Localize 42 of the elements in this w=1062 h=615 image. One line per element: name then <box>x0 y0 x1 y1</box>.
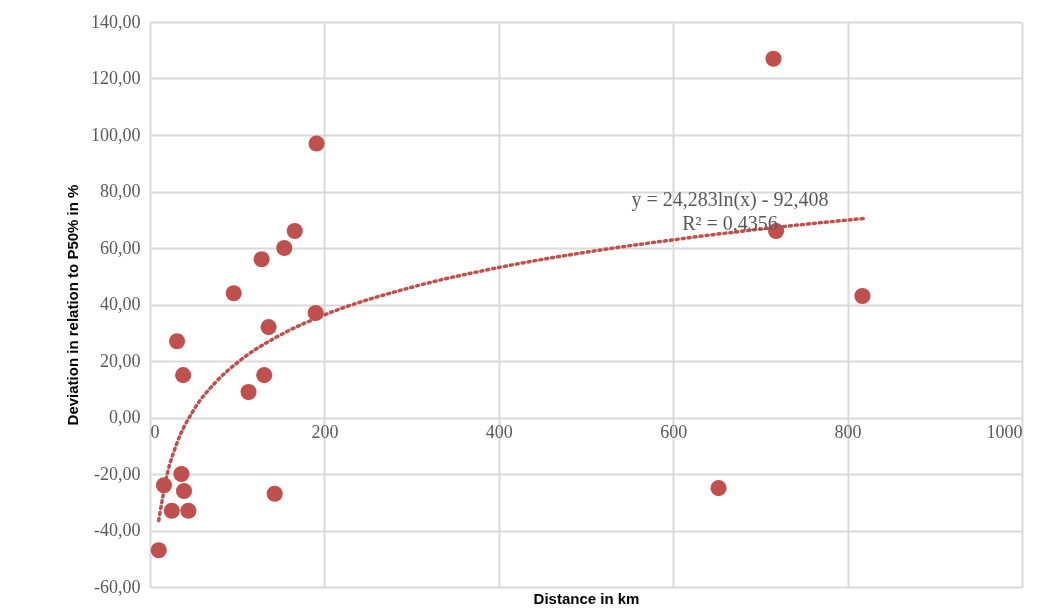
point <box>240 384 257 401</box>
point <box>308 135 325 152</box>
point <box>854 287 871 305</box>
point <box>276 239 293 257</box>
point <box>253 251 270 268</box>
y-tick-label: 60,00 <box>100 237 141 258</box>
point <box>256 367 273 384</box>
x-tick-label: 400 <box>485 422 513 442</box>
annotation: R² = 0,4356 <box>682 212 778 234</box>
point <box>173 465 190 483</box>
y-tick-label: -20,00 <box>94 463 141 484</box>
x-axis-title: Distance in km <box>533 589 640 607</box>
point <box>175 367 192 384</box>
y-tick-label: -60,00 <box>94 576 141 597</box>
point <box>163 502 180 519</box>
y-tick-label: 20,00 <box>100 350 141 371</box>
x-tick-label: 800 <box>834 422 862 442</box>
y-tick-label: 40,00 <box>100 294 141 314</box>
point <box>710 480 727 497</box>
point <box>307 304 324 322</box>
y-axis-title: Deviation in relation to P50% in % <box>64 184 81 426</box>
point <box>168 333 186 350</box>
point <box>175 482 193 499</box>
x-tick-label: 0 <box>150 422 160 442</box>
point <box>225 285 242 302</box>
y-tick-label: 100,00 <box>91 124 141 145</box>
y-tick-label: 80,00 <box>100 181 141 201</box>
point <box>180 502 197 519</box>
point <box>286 223 303 240</box>
point <box>155 477 173 494</box>
x-tick-label: 200 <box>311 422 339 442</box>
x-tick-label: 600 <box>660 422 688 442</box>
y-tick-label: 120,00 <box>91 68 141 88</box>
y-tick-label: -40,00 <box>94 520 141 540</box>
x-tick-label: 1000 <box>986 422 1023 442</box>
annotation: y = 24,283ln(x) - 92,408 <box>631 188 829 211</box>
y-tick-label: 0,00 <box>109 407 141 427</box>
point <box>765 50 782 67</box>
y-tick-label: 140,00 <box>91 11 141 32</box>
point <box>266 485 283 502</box>
point <box>150 542 167 559</box>
point <box>260 319 277 336</box>
